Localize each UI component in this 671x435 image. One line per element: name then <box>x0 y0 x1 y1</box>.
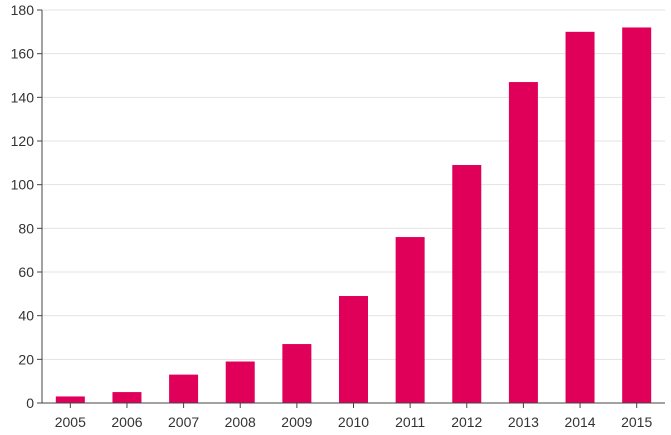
bar-2011 <box>395 237 425 403</box>
bar-2015 <box>622 27 652 403</box>
bar-2010 <box>339 296 368 403</box>
bar-2007 <box>169 374 199 403</box>
x-tick-label: 2015 <box>621 414 652 430</box>
y-tick-label: 140 <box>11 89 35 105</box>
y-tick-label: 160 <box>11 46 35 62</box>
bar-2013 <box>508 82 538 404</box>
bar-2008 <box>225 361 255 403</box>
bars <box>55 27 652 404</box>
y-axis-ticks: 0 20 40 60 80 100 120 140 160 180 <box>11 2 42 411</box>
x-axis-ticks: 2005 2006 2007 2008 2009 2010 2011 2012 2013 2014… <box>55 403 652 430</box>
y-tick-label: 20 <box>18 351 34 367</box>
x-tick-label: 2014 <box>564 414 595 430</box>
x-tick-label: 2006 <box>111 414 142 430</box>
bar-2014 <box>565 31 595 403</box>
y-tick-label: 100 <box>11 177 35 193</box>
bar-2006 <box>112 392 142 403</box>
bar-2012 <box>452 165 482 403</box>
bar-2005 <box>55 396 85 403</box>
x-tick-label: 2011 <box>395 414 425 430</box>
grid-lines <box>42 9 665 360</box>
y-tick-label: 40 <box>18 308 34 324</box>
x-tick-label: 2010 <box>338 414 369 430</box>
y-tick-label: 80 <box>18 220 34 236</box>
x-tick-label: 2007 <box>168 414 199 430</box>
y-tick-label: 120 <box>11 133 35 149</box>
x-tick-label: 2008 <box>225 414 256 430</box>
bar-2009 <box>282 344 312 403</box>
x-tick-label: 2009 <box>281 414 312 430</box>
x-tick-label: 2012 <box>451 414 482 430</box>
y-tick-label: 0 <box>26 395 34 411</box>
y-tick-label: 60 <box>18 264 34 280</box>
x-tick-label: 2013 <box>508 414 539 430</box>
y-tick-label: 180 <box>11 2 35 18</box>
x-tick-label: 2005 <box>55 414 86 430</box>
